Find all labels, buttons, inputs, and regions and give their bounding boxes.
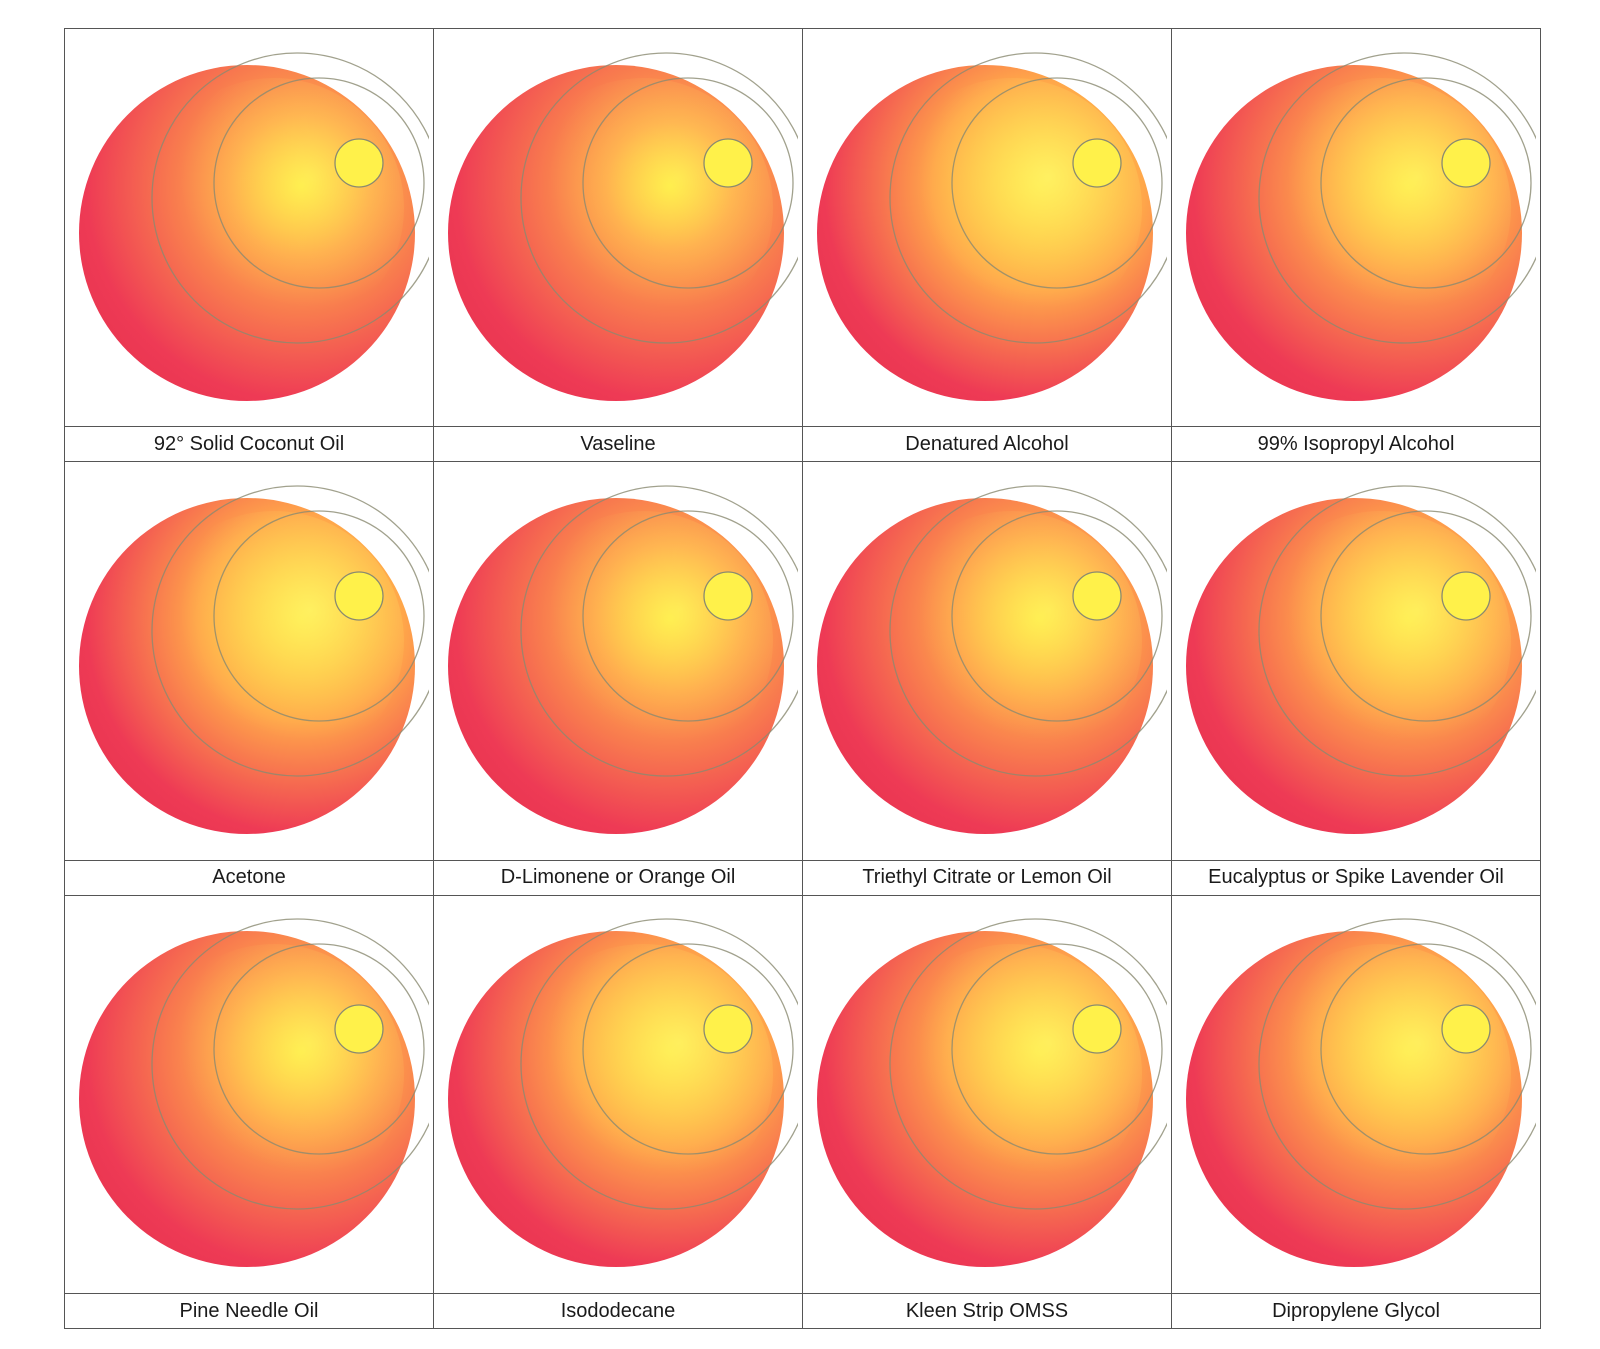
guide-circle-outer — [520, 918, 798, 1210]
guide-circle-outer — [520, 52, 798, 344]
swatch-cell: Isododecane — [434, 895, 803, 1329]
swatch-cell: 99% Isopropyl Alcohol — [1172, 29, 1541, 463]
swatch-drawing — [1172, 29, 1540, 426]
swatch-drawing — [1172, 462, 1540, 859]
highlight-dot — [1441, 138, 1491, 188]
colored-pencil-sphere — [817, 52, 1167, 401]
colored-pencil-sphere — [1186, 52, 1536, 401]
swatch-cell: Triethyl Citrate or Lemon Oil — [803, 462, 1172, 896]
guide-circle-outer — [520, 485, 798, 777]
swatch-drawing — [65, 462, 433, 859]
guide-circle-inner — [582, 943, 794, 1155]
highlight-dot — [703, 138, 753, 188]
guide-circle-inner — [213, 77, 425, 289]
colored-pencil-sphere — [448, 918, 798, 1268]
swatch-cell: Acetone — [65, 462, 434, 896]
sphere-highlight — [144, 77, 404, 338]
guide-circle-inner — [1320, 510, 1532, 722]
swatch-label: D-Limonene or Orange Oil — [434, 859, 802, 895]
swatch-grid: 92° Solid Coconut Oil Vaseline Denatured A… — [64, 28, 1541, 1329]
highlight-dot — [334, 571, 384, 621]
colored-pencil-sphere — [1186, 485, 1536, 834]
sphere-highlight — [513, 77, 773, 338]
guide-circle-outer — [1258, 485, 1536, 777]
highlight-dot — [703, 571, 753, 621]
highlight-dot — [703, 1004, 753, 1054]
sphere-highlight — [882, 77, 1142, 338]
highlight-dot — [1072, 1004, 1122, 1054]
swatch-drawing — [803, 462, 1171, 859]
swatch-label: Denatured Alcohol — [803, 426, 1171, 461]
guide-circle-inner — [951, 943, 1163, 1155]
swatch-cell: Pine Needle Oil — [65, 895, 434, 1329]
guide-circle-outer — [151, 918, 429, 1210]
highlight-dot — [1441, 571, 1491, 621]
guide-circle-outer — [1258, 918, 1536, 1210]
guide-circle-outer — [151, 52, 429, 344]
guide-circle-inner — [951, 510, 1163, 722]
sphere-highlight — [144, 510, 404, 771]
swatch-drawing — [65, 896, 433, 1293]
guide-circle-inner — [582, 510, 794, 722]
guide-circle-outer — [151, 485, 429, 777]
swatch-cell: Eucalyptus or Spike Lavender Oil — [1172, 462, 1541, 896]
highlight-dot — [1072, 571, 1122, 621]
swatch-label: Isododecane — [434, 1293, 802, 1328]
swatch-label: Kleen Strip OMSS — [803, 1293, 1171, 1328]
swatch-label: Dipropylene Glycol — [1172, 1293, 1540, 1328]
guide-circle-outer — [889, 485, 1167, 777]
colored-pencil-sphere — [817, 918, 1167, 1268]
swatch-label: 92° Solid Coconut Oil — [65, 426, 433, 461]
guide-circle-inner — [213, 510, 425, 722]
guide-circle-outer — [1258, 52, 1536, 344]
swatch-drawing — [434, 29, 802, 426]
guide-circle-outer — [889, 918, 1167, 1210]
swatch-cell: 92° Solid Coconut Oil — [65, 29, 434, 463]
colored-pencil-sphere — [448, 52, 798, 401]
swatch-drawing — [434, 896, 802, 1293]
swatch-label: Triethyl Citrate or Lemon Oil — [803, 859, 1171, 895]
colored-pencil-sphere — [1186, 918, 1536, 1268]
swatch-cell: Kleen Strip OMSS — [803, 895, 1172, 1329]
swatch-drawing — [803, 896, 1171, 1293]
sphere-highlight — [1251, 77, 1511, 338]
colored-pencil-sphere — [79, 485, 429, 834]
sphere-highlight — [513, 944, 773, 1205]
sphere-highlight — [882, 510, 1142, 771]
swatch-cell: D-Limonene or Orange Oil — [434, 462, 803, 896]
swatch-label: 99% Isopropyl Alcohol — [1172, 426, 1540, 461]
colored-pencil-sphere — [817, 485, 1167, 834]
swatch-drawing — [803, 29, 1171, 426]
swatch-label: Vaseline — [434, 426, 802, 461]
colored-pencil-sphere — [448, 485, 798, 834]
highlight-dot — [1072, 138, 1122, 188]
guide-circle-inner — [1320, 77, 1532, 289]
swatch-cell: Vaseline — [434, 29, 803, 463]
swatch-drawing — [1172, 896, 1540, 1293]
sphere-highlight — [144, 944, 404, 1205]
highlight-dot — [334, 1004, 384, 1054]
swatch-label: Pine Needle Oil — [65, 1293, 433, 1328]
guide-circle-inner — [582, 77, 794, 289]
swatch-label: Eucalyptus or Spike Lavender Oil — [1172, 859, 1540, 895]
sphere-highlight — [1251, 510, 1511, 771]
colored-pencil-sphere — [79, 52, 429, 401]
swatch-label: Acetone — [65, 859, 433, 895]
colored-pencil-sphere — [79, 918, 429, 1268]
highlight-dot — [1441, 1004, 1491, 1054]
sphere-highlight — [1251, 944, 1511, 1205]
sphere-highlight — [513, 510, 773, 771]
guide-circle-inner — [951, 77, 1163, 289]
guide-circle-inner — [1320, 943, 1532, 1155]
guide-circle-outer — [889, 52, 1167, 344]
swatch-drawing — [434, 462, 802, 859]
highlight-dot — [334, 138, 384, 188]
swatch-cell: Dipropylene Glycol — [1172, 895, 1541, 1329]
sphere-highlight — [882, 944, 1142, 1205]
swatch-drawing — [65, 29, 433, 426]
guide-circle-inner — [213, 943, 425, 1155]
swatch-cell: Denatured Alcohol — [803, 29, 1172, 463]
